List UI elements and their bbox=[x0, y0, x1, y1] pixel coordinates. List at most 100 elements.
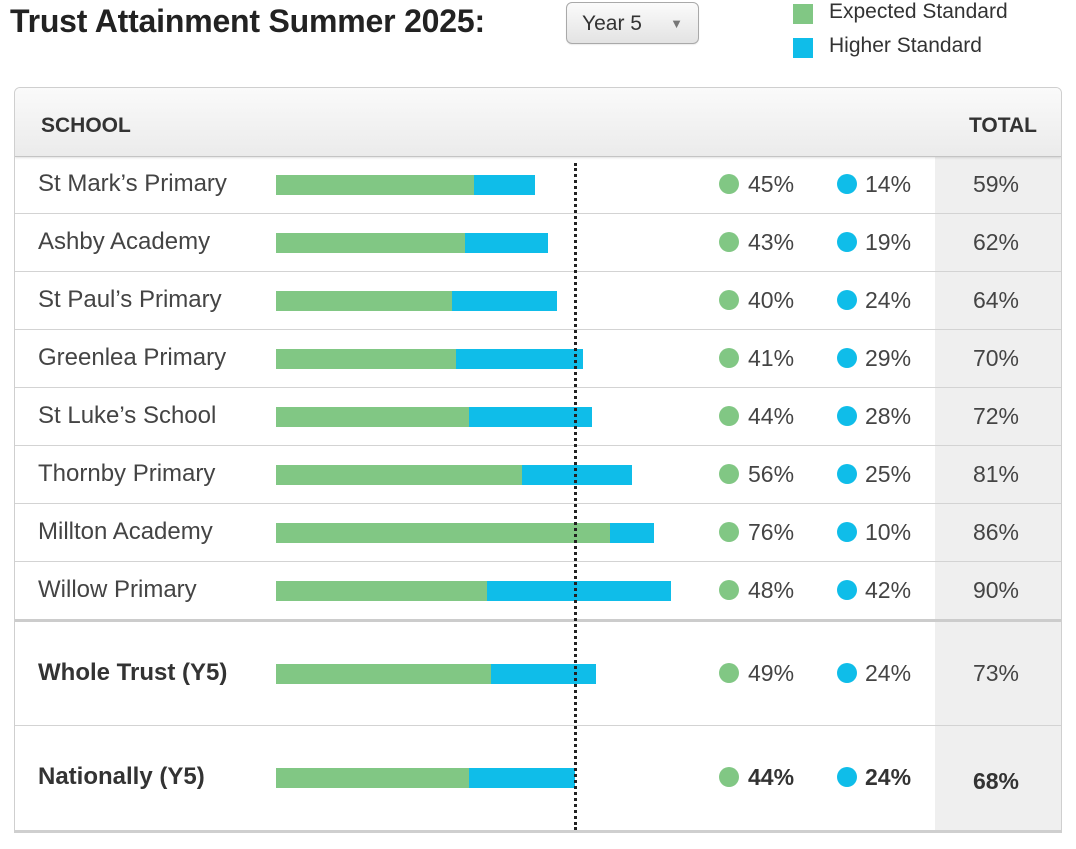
expected-pct: 44% bbox=[748, 764, 795, 790]
higher-pct: 24% bbox=[865, 287, 912, 313]
bar-higher bbox=[455, 349, 584, 369]
higher-pct: 19% bbox=[865, 229, 912, 255]
total-pct: 73% bbox=[972, 660, 1020, 686]
bar-expected bbox=[276, 233, 465, 253]
national-reference-line bbox=[573, 163, 577, 830]
row-divider bbox=[15, 329, 1061, 330]
total-pct: 86% bbox=[972, 519, 1020, 545]
higher-pct: 42% bbox=[865, 577, 912, 603]
school-name: Whole Trust (Y5) bbox=[38, 659, 228, 686]
row-divider bbox=[15, 445, 1061, 446]
expected-dot-icon bbox=[719, 464, 739, 484]
legend-swatch-higher bbox=[793, 38, 813, 58]
summary-row: Whole Trust (Y5) 49% 24% 73% bbox=[15, 622, 1061, 726]
bar-higher bbox=[473, 175, 535, 195]
school-name: Nationally (Y5) bbox=[38, 763, 205, 790]
higher-dot-icon bbox=[837, 174, 857, 194]
school-name: Thornby Primary bbox=[38, 460, 216, 487]
higher-pct: 25% bbox=[865, 461, 912, 487]
row-divider bbox=[15, 503, 1061, 504]
summary-row: Nationally (Y5) 44% 24% 68% bbox=[15, 726, 1061, 830]
total-pct: 68% bbox=[972, 768, 1020, 794]
section-divider bbox=[15, 619, 1061, 622]
bar-higher bbox=[521, 465, 632, 485]
higher-dot-icon bbox=[837, 348, 857, 368]
total-column-background bbox=[935, 156, 1061, 830]
expected-pct: 41% bbox=[748, 345, 795, 371]
legend-swatch-expected bbox=[793, 4, 813, 24]
higher-pct: 28% bbox=[865, 403, 912, 429]
table-row: Millton Academy 76% 10% 86% bbox=[15, 504, 1061, 562]
school-name: St Luke’s School bbox=[38, 402, 217, 429]
attainment-table: SCHOOL TOTAL St Mark’s Primary 45% 14% 59% A… bbox=[14, 87, 1062, 833]
bar-higher bbox=[486, 581, 672, 601]
year-select[interactable]: Year 5 ▼ bbox=[566, 2, 699, 44]
table-row: Willow Primary 48% 42% 90% bbox=[15, 562, 1061, 620]
expected-dot-icon bbox=[719, 174, 739, 194]
bar-higher bbox=[491, 664, 597, 684]
table-row: Ashby Academy 43% 19% 62% bbox=[15, 214, 1061, 272]
expected-dot-icon bbox=[719, 767, 739, 787]
higher-dot-icon bbox=[837, 580, 857, 600]
higher-dot-icon bbox=[837, 663, 857, 683]
table-row: Greenlea Primary 41% 29% 70% bbox=[15, 330, 1061, 388]
year-select-value: Year 5 bbox=[582, 12, 642, 35]
total-pct: 62% bbox=[972, 229, 1020, 255]
bar-expected bbox=[276, 664, 492, 684]
expected-dot-icon bbox=[719, 663, 739, 683]
higher-pct: 29% bbox=[865, 345, 912, 371]
expected-pct: 49% bbox=[748, 660, 795, 686]
page-title: Trust Attainment Summer 2025: bbox=[10, 3, 485, 39]
bar-expected bbox=[276, 349, 456, 369]
bar-expected bbox=[276, 581, 487, 601]
row-divider bbox=[15, 271, 1061, 272]
row-divider bbox=[15, 387, 1061, 388]
total-pct: 59% bbox=[972, 171, 1020, 197]
higher-pct: 24% bbox=[865, 660, 912, 686]
table-row: St Paul’s Primary 40% 24% 64% bbox=[15, 272, 1061, 330]
expected-dot-icon bbox=[719, 232, 739, 252]
row-divider bbox=[15, 213, 1061, 214]
expected-dot-icon bbox=[719, 290, 739, 310]
bar-expected bbox=[276, 523, 610, 543]
bar-higher bbox=[451, 291, 557, 311]
bar-expected bbox=[276, 407, 470, 427]
school-name: St Paul’s Primary bbox=[38, 286, 222, 313]
higher-dot-icon bbox=[837, 522, 857, 542]
higher-pct: 14% bbox=[865, 171, 912, 197]
bar-higher bbox=[464, 233, 549, 253]
table-row: Thornby Primary 56% 25% 81% bbox=[15, 446, 1061, 504]
school-name: St Mark’s Primary bbox=[38, 170, 227, 197]
higher-pct: 10% bbox=[865, 519, 912, 545]
bar-expected bbox=[276, 768, 470, 788]
expected-dot-icon bbox=[719, 580, 739, 600]
expected-pct: 45% bbox=[748, 171, 795, 197]
expected-pct: 76% bbox=[748, 519, 795, 545]
bar-higher bbox=[469, 768, 575, 788]
row-divider bbox=[15, 725, 1061, 726]
table-header: SCHOOL TOTAL bbox=[15, 88, 1061, 157]
legend-label-higher: Higher Standard bbox=[829, 34, 982, 57]
table-row: St Luke’s School 44% 28% 72% bbox=[15, 388, 1061, 446]
school-column-header: SCHOOL bbox=[41, 114, 131, 137]
table-row: St Mark’s Primary 45% 14% 59% bbox=[15, 156, 1061, 214]
higher-dot-icon bbox=[837, 464, 857, 484]
expected-dot-icon bbox=[719, 348, 739, 368]
expected-dot-icon bbox=[719, 406, 739, 426]
higher-dot-icon bbox=[837, 232, 857, 252]
bar-expected bbox=[276, 465, 522, 485]
expected-pct: 48% bbox=[748, 577, 795, 603]
expected-pct: 43% bbox=[748, 229, 795, 255]
chevron-down-icon: ▼ bbox=[670, 16, 683, 31]
higher-dot-icon bbox=[837, 406, 857, 426]
school-name: Millton Academy bbox=[38, 518, 213, 545]
expected-pct: 44% bbox=[748, 403, 795, 429]
row-divider bbox=[15, 561, 1061, 562]
legend: Expected Standard Higher Standard bbox=[793, 0, 1073, 70]
expected-dot-icon bbox=[719, 522, 739, 542]
higher-pct: 24% bbox=[865, 764, 912, 790]
total-pct: 70% bbox=[972, 345, 1020, 371]
total-pct: 81% bbox=[972, 461, 1020, 487]
higher-dot-icon bbox=[837, 290, 857, 310]
higher-dot-icon bbox=[837, 767, 857, 787]
